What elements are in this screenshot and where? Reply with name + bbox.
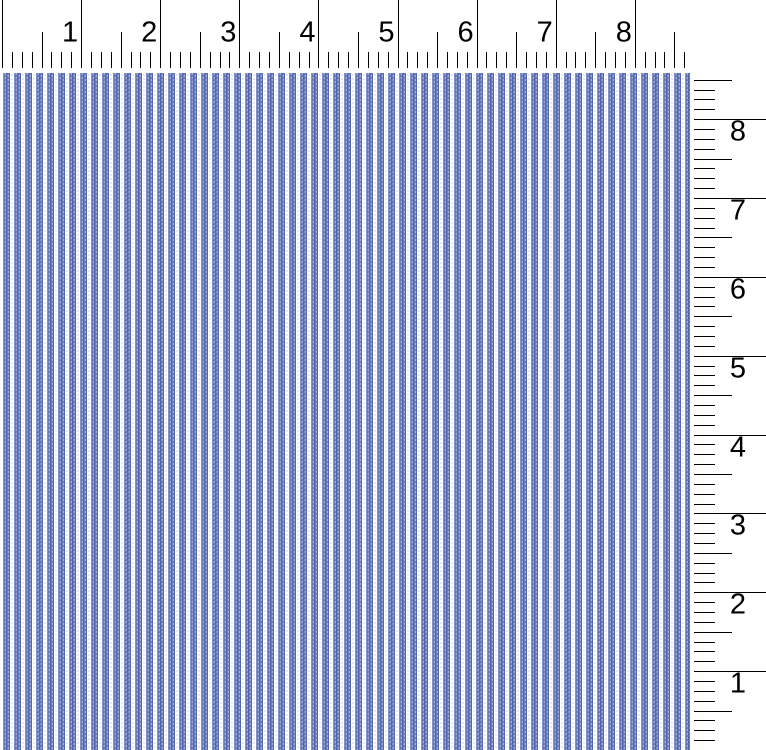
fabric-cloth[interactable] xyxy=(2,73,690,750)
fabric-drawdown[interactable] xyxy=(2,73,690,750)
right-ruler-label-1: 1 xyxy=(729,667,747,700)
top-ruler-label-8: 8 xyxy=(615,16,632,49)
top-ruler-label-1: 1 xyxy=(62,16,79,49)
right-ruler-label-2: 2 xyxy=(729,588,747,621)
right-ruler-label-5: 5 xyxy=(729,352,747,385)
top-ruler-label-5: 5 xyxy=(378,16,395,49)
top-ruler-label-2: 2 xyxy=(141,16,158,49)
top-ruler-label-3: 3 xyxy=(220,16,237,49)
right-ruler-label-4: 4 xyxy=(729,431,747,464)
right-ruler-label-3: 3 xyxy=(729,509,747,542)
top-ruler-label-4: 4 xyxy=(299,16,316,49)
right-ruler-label-7: 7 xyxy=(729,194,747,227)
right-ruler-label-8: 8 xyxy=(729,115,747,148)
right-ruler-label-6: 6 xyxy=(729,273,747,306)
top-ruler-ticks xyxy=(2,0,685,68)
top-ruler-label-7: 7 xyxy=(536,16,553,49)
top-ruler-label-6: 6 xyxy=(457,16,474,49)
